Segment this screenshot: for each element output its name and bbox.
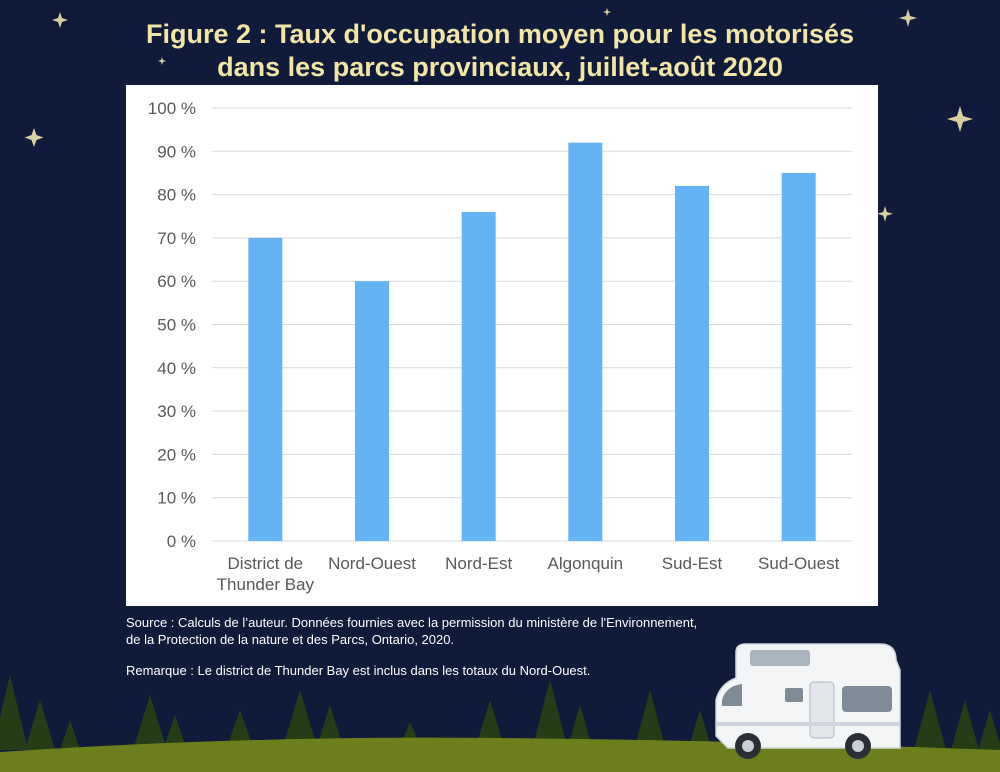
x-tick-label: Nord-Ouest: [328, 554, 416, 573]
bar: [355, 281, 389, 541]
x-tick-label: District de Thunder Bay: [217, 554, 315, 594]
bars: [248, 142, 816, 542]
y-tick-label: 90 %: [157, 142, 196, 161]
bar: [675, 185, 709, 541]
bar: [568, 142, 603, 541]
y-tick-label: 20 %: [157, 445, 196, 464]
chart-title-line-2: dans les parcs provinciaux, juillet-août…: [217, 52, 783, 82]
source-note-line-1: Source : Calculs de l’auteur. Données fo…: [126, 615, 698, 630]
y-tick-label: 70 %: [157, 229, 196, 248]
y-tick-label: 10 %: [157, 489, 196, 508]
x-tick-label: Sud-Ouest: [758, 554, 840, 573]
bar: [248, 237, 283, 541]
star-icon: [947, 106, 973, 132]
y-tick-label: 0 %: [167, 532, 196, 551]
source-note: Source : Calculs de l’auteur. Données fo…: [126, 614, 697, 648]
y-tick-label: 60 %: [157, 272, 196, 291]
x-tick-label: Nord-Est: [445, 554, 512, 573]
y-tick-label: 80 %: [157, 186, 196, 205]
y-tick-label: 100 %: [148, 99, 196, 118]
bar-chart: 0 % 10 % 20 % 30 % 40 % 50 % 60 % 70 % 80 % 90 % 1…: [148, 99, 852, 594]
x-tick-label: Sud-Est: [662, 554, 723, 573]
bar: [461, 211, 496, 542]
y-tick-label: 40 %: [157, 359, 196, 378]
star-icon: [603, 8, 611, 16]
chart-panel: 0 % 10 % 20 % 30 % 40 % 50 % 60 % 70 % 80 % 90 % 1…: [126, 85, 878, 606]
chart-title-line-1: Figure 2 : Taux d'occupation moyen pour …: [145, 19, 855, 49]
bar: [781, 172, 816, 541]
chart-title: Figure 2 : Taux d'occupation moyen pour …: [0, 18, 1000, 84]
star-icon: [877, 206, 893, 222]
x-axis-ticks: District de Thunder Bay Nord-Ouest Nord-Est…: [217, 554, 840, 594]
star-icon: [24, 128, 44, 147]
remark-note: Remarque : Le district de Thunder Bay es…: [126, 663, 591, 678]
star-icon: [52, 12, 68, 28]
star-icon: [158, 57, 166, 65]
x-tick-label: Algonquin: [548, 554, 624, 573]
camper-van-icon: [715, 643, 901, 759]
star-icon: [899, 9, 917, 27]
gridlines: [212, 107, 852, 542]
y-tick-label: 30 %: [157, 402, 196, 421]
y-tick-label: 50 %: [157, 316, 196, 335]
y-axis-ticks: 0 % 10 % 20 % 30 % 40 % 50 % 60 % 70 % 80 % 90 % 1…: [148, 99, 196, 551]
source-note-line-2: de la Protection de la nature et des Par…: [126, 632, 455, 647]
